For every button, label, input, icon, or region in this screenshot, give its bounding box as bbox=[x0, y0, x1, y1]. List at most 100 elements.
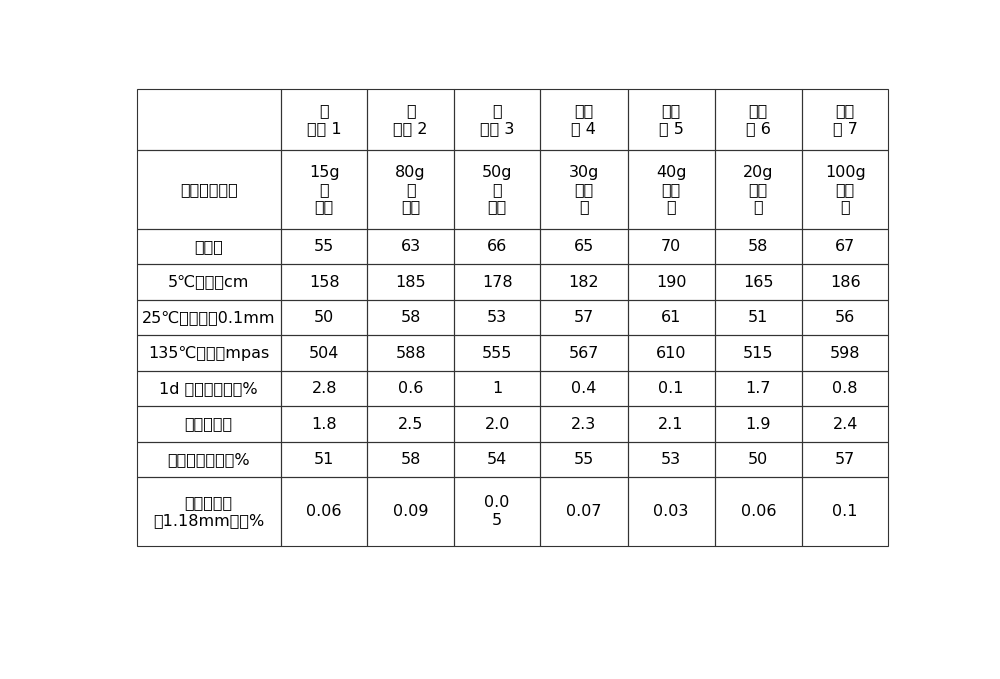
Bar bbox=[367, 264, 454, 300]
Text: 0.03: 0.03 bbox=[653, 504, 689, 519]
Bar bbox=[137, 335, 281, 371]
Bar bbox=[137, 406, 281, 442]
Text: 2.3: 2.3 bbox=[571, 416, 597, 432]
Text: 54: 54 bbox=[487, 452, 507, 467]
Text: 515: 515 bbox=[743, 346, 774, 361]
Bar bbox=[281, 229, 367, 264]
Bar bbox=[454, 90, 540, 150]
Bar bbox=[281, 477, 367, 546]
Text: 190: 190 bbox=[656, 274, 686, 289]
Bar bbox=[802, 90, 888, 150]
Text: 158: 158 bbox=[309, 274, 339, 289]
Bar bbox=[715, 90, 802, 150]
Text: 57: 57 bbox=[835, 452, 855, 467]
Bar bbox=[540, 90, 628, 150]
Text: 555: 555 bbox=[482, 346, 512, 361]
Text: 50: 50 bbox=[748, 452, 768, 467]
Text: 135℃黏度，mpas: 135℃黏度，mpas bbox=[148, 346, 269, 361]
Text: 185: 185 bbox=[395, 274, 426, 289]
Bar bbox=[137, 371, 281, 406]
Text: 588: 588 bbox=[395, 346, 426, 361]
Text: 0.8: 0.8 bbox=[832, 381, 858, 396]
Bar bbox=[367, 442, 454, 477]
Bar bbox=[137, 150, 281, 229]
Text: 0.6: 0.6 bbox=[398, 381, 423, 396]
Text: 66: 66 bbox=[487, 239, 507, 254]
Bar bbox=[715, 406, 802, 442]
Bar bbox=[367, 229, 454, 264]
Text: 598: 598 bbox=[830, 346, 860, 361]
Bar bbox=[540, 335, 628, 371]
Text: 实
施例 2: 实 施例 2 bbox=[393, 104, 428, 136]
Bar bbox=[628, 406, 715, 442]
Text: 实施
例 7: 实施 例 7 bbox=[833, 104, 858, 136]
Bar bbox=[454, 150, 540, 229]
Bar bbox=[281, 406, 367, 442]
Text: 软化点: 软化点 bbox=[194, 239, 223, 254]
Bar bbox=[802, 477, 888, 546]
Bar bbox=[137, 264, 281, 300]
Bar bbox=[454, 335, 540, 371]
Text: 实施
例 6: 实施 例 6 bbox=[746, 104, 771, 136]
Bar bbox=[137, 229, 281, 264]
Bar bbox=[540, 300, 628, 335]
Bar bbox=[540, 371, 628, 406]
Text: 100g
共混
液: 100g 共混 液 bbox=[825, 164, 866, 215]
Bar bbox=[367, 300, 454, 335]
Text: 实
施例 3: 实 施例 3 bbox=[480, 104, 514, 136]
Bar bbox=[715, 300, 802, 335]
Text: 15g
共
混液: 15g 共 混液 bbox=[309, 164, 339, 215]
Bar bbox=[454, 371, 540, 406]
Text: 65: 65 bbox=[574, 239, 594, 254]
Text: 1.8: 1.8 bbox=[311, 416, 337, 432]
Text: 504: 504 bbox=[309, 346, 339, 361]
Bar bbox=[540, 406, 628, 442]
Text: 182: 182 bbox=[569, 274, 599, 289]
Text: 实
施例 1: 实 施例 1 bbox=[307, 104, 341, 136]
Text: 567: 567 bbox=[569, 346, 599, 361]
Bar bbox=[628, 229, 715, 264]
Text: 0.06: 0.06 bbox=[741, 504, 776, 519]
Text: 50g
共
混液: 50g 共 混液 bbox=[482, 164, 512, 215]
Text: 0.4: 0.4 bbox=[571, 381, 597, 396]
Text: 5℃延度，cm: 5℃延度，cm bbox=[168, 274, 249, 289]
Text: 51: 51 bbox=[314, 452, 334, 467]
Text: 53: 53 bbox=[487, 310, 507, 325]
Text: 58: 58 bbox=[400, 310, 421, 325]
Text: 55: 55 bbox=[574, 452, 594, 467]
Text: 67: 67 bbox=[835, 239, 855, 254]
Bar bbox=[454, 477, 540, 546]
Text: 61: 61 bbox=[661, 310, 681, 325]
Text: 58: 58 bbox=[400, 452, 421, 467]
Bar bbox=[628, 90, 715, 150]
Text: 165: 165 bbox=[743, 274, 774, 289]
Bar bbox=[628, 371, 715, 406]
Bar bbox=[802, 150, 888, 229]
Bar bbox=[628, 477, 715, 546]
Text: 2.8: 2.8 bbox=[311, 381, 337, 396]
Text: 0.09: 0.09 bbox=[393, 504, 428, 519]
Bar bbox=[367, 371, 454, 406]
Bar bbox=[367, 90, 454, 150]
Bar bbox=[802, 442, 888, 477]
Bar bbox=[715, 371, 802, 406]
Text: 实施
例 4: 实施 例 4 bbox=[571, 104, 596, 136]
Bar bbox=[628, 442, 715, 477]
Bar bbox=[454, 406, 540, 442]
Bar bbox=[281, 442, 367, 477]
Bar bbox=[454, 442, 540, 477]
Bar bbox=[715, 229, 802, 264]
Text: 2.5: 2.5 bbox=[398, 416, 423, 432]
Text: 0.0
5: 0.0 5 bbox=[484, 495, 510, 528]
Text: 53: 53 bbox=[661, 452, 681, 467]
Text: 178: 178 bbox=[482, 274, 512, 289]
Text: 2.0: 2.0 bbox=[484, 416, 510, 432]
Text: 1: 1 bbox=[492, 381, 502, 396]
Bar bbox=[540, 477, 628, 546]
Bar bbox=[367, 335, 454, 371]
Bar bbox=[628, 300, 715, 335]
Bar bbox=[715, 477, 802, 546]
Text: 70: 70 bbox=[661, 239, 681, 254]
Text: 1.7: 1.7 bbox=[746, 381, 771, 396]
Bar bbox=[715, 442, 802, 477]
